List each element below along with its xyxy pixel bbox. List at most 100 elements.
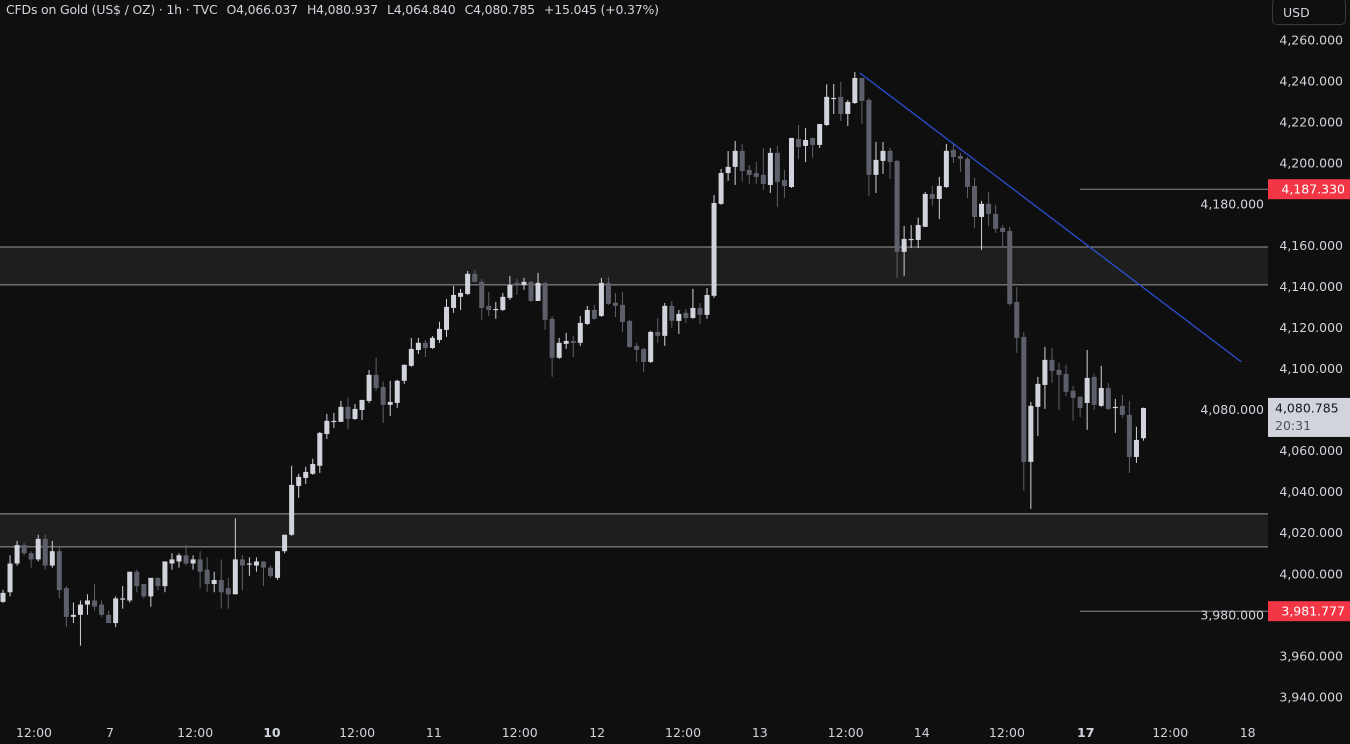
candle-body — [148, 577, 154, 597]
candle-body — [155, 577, 161, 587]
candle-body — [317, 432, 323, 466]
candle-body — [957, 155, 963, 159]
time-tick-label: 7 — [106, 725, 114, 740]
candle-body — [275, 551, 281, 578]
candle — [697, 302, 703, 324]
candle — [63, 586, 69, 628]
price-zone[interactable] — [0, 513, 1268, 548]
candle-body — [7, 563, 13, 593]
candle — [204, 557, 210, 593]
symbol-title[interactable]: CFDs on Gold (US$ / OZ) · 1h · TVC — [6, 2, 218, 17]
candle — [211, 571, 217, 593]
candle — [176, 553, 182, 568]
candle-body — [1140, 407, 1146, 439]
candle — [831, 83, 837, 114]
price-tick-label: 4,180.000 — [1200, 197, 1264, 212]
candle-body — [289, 484, 295, 535]
candle-body — [324, 420, 330, 434]
candle — [1140, 407, 1146, 441]
candle — [1028, 401, 1034, 509]
candle-body — [211, 579, 217, 585]
candle — [42, 534, 48, 570]
candle-body — [359, 399, 365, 410]
candle-body — [859, 77, 865, 101]
candle — [521, 277, 527, 290]
price-zone[interactable] — [0, 246, 1268, 286]
trendline-drawing[interactable] — [859, 72, 1242, 363]
candle — [92, 584, 98, 611]
candle-body — [1091, 376, 1097, 405]
candle-body — [1049, 359, 1055, 371]
candle-body — [838, 96, 844, 114]
candle-body — [690, 307, 696, 318]
price-tick-label: 4,140.000 — [1279, 279, 1343, 294]
candle — [1112, 398, 1118, 433]
candle-body — [225, 588, 231, 595]
candle — [866, 97, 872, 197]
trendline[interactable] — [859, 72, 1242, 363]
candle — [943, 143, 949, 189]
candle-body — [296, 476, 302, 486]
candle-body — [310, 463, 316, 474]
candle-body — [366, 374, 372, 401]
candle — [106, 610, 112, 624]
candle-body — [169, 559, 175, 564]
candle — [570, 335, 576, 357]
time-tick-label: 11 — [426, 725, 442, 740]
candle — [1133, 426, 1139, 463]
candle-body — [725, 166, 731, 174]
candle — [852, 72, 858, 104]
candle-body — [486, 305, 492, 310]
ohlc-open: O4,066.037 — [226, 2, 298, 17]
candle-body — [1133, 439, 1139, 457]
candle — [401, 364, 407, 384]
candle — [113, 596, 119, 628]
candle — [246, 557, 252, 576]
ohlc-high: H4,080.937 — [306, 2, 378, 17]
alert-level-lines[interactable] — [1080, 188, 1268, 612]
candle — [77, 600, 83, 646]
candle — [817, 123, 823, 148]
time-axis[interactable]: 12:00 7 12:00 10 12:00 11 12:00 12 12:00 13 12:00 1… — [16, 725, 1256, 740]
candle-body — [950, 149, 956, 158]
candle — [683, 308, 689, 323]
candle — [197, 551, 203, 589]
candle — [838, 81, 844, 121]
time-tick-label: 12:00 — [1152, 725, 1188, 740]
support-resistance-zones[interactable] — [0, 246, 1268, 548]
candle — [282, 534, 288, 554]
candle-body — [774, 152, 780, 182]
candle-body — [49, 551, 55, 566]
candle-body — [253, 561, 259, 566]
candle-body — [570, 340, 576, 343]
currency-selector-button[interactable]: USD — [1272, 0, 1346, 25]
candle — [408, 338, 414, 367]
candle — [345, 397, 351, 429]
price-axis[interactable]: 4,260.000 4,240.000 4,220.000 4,200.000 4,18… — [1200, 33, 1343, 705]
time-tick-label: 12 — [589, 725, 605, 740]
time-tick-label: 12:00 — [339, 725, 375, 740]
candle — [936, 176, 942, 220]
candle-body — [1035, 383, 1041, 407]
candle — [1119, 394, 1125, 418]
candle-body — [500, 296, 506, 310]
candle — [493, 301, 499, 319]
candle-body — [260, 561, 266, 568]
candle-body — [1028, 405, 1034, 462]
price-tick-label: 3,960.000 — [1279, 648, 1343, 663]
candle — [986, 191, 992, 227]
candle — [338, 400, 344, 422]
alert-price-label[interactable]: 4,187.330 — [1268, 179, 1350, 200]
candle — [620, 291, 626, 332]
alert-price-label[interactable]: 3,981.777 — [1268, 601, 1350, 622]
candle-body — [781, 180, 787, 186]
candle-body — [577, 322, 583, 343]
candle — [366, 369, 372, 403]
candle — [788, 137, 794, 189]
candle-body — [641, 348, 647, 362]
candle — [563, 332, 569, 349]
candle — [1014, 286, 1020, 353]
candle-body — [972, 185, 978, 217]
candle — [148, 577, 154, 607]
